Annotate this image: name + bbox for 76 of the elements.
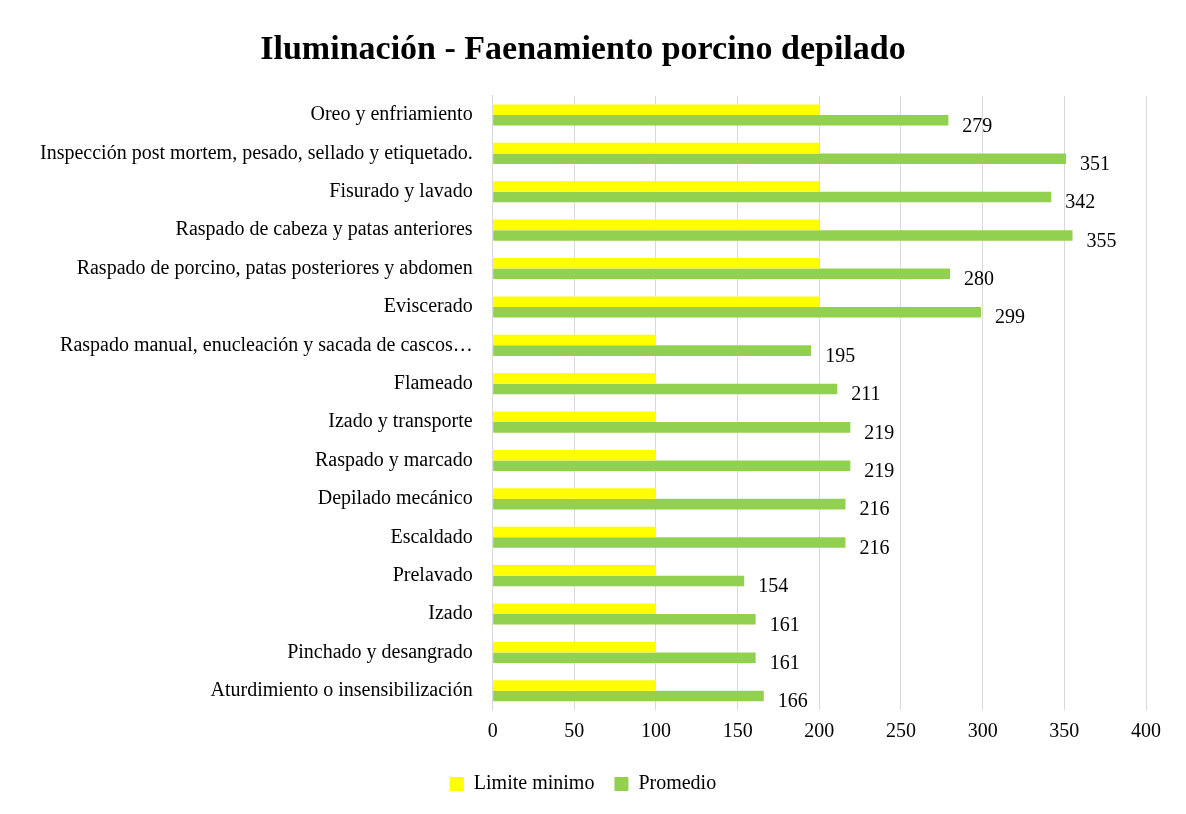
data-label: 161 — [769, 612, 800, 635]
x-tick-label: 100 — [641, 719, 671, 742]
bar — [493, 230, 1073, 241]
data-label: 342 — [1065, 190, 1096, 213]
bar — [493, 181, 820, 192]
data-label: 355 — [1086, 228, 1117, 251]
y-tick-label: Escaldado — [390, 524, 473, 547]
bar — [493, 652, 756, 663]
bar — [493, 603, 656, 615]
y-tick-label: Flameado — [393, 370, 473, 393]
y-tick-label: Raspado de cabeza y patas anteriores — [175, 217, 473, 241]
chart-title: Iluminación - Faenamiento porcino depilado — [260, 29, 906, 67]
y-tick-label: Raspado y marcado — [314, 447, 473, 471]
data-label: 166 — [777, 689, 808, 712]
bar — [493, 449, 656, 461]
y-tick-label: Oreo y enfriamiento — [310, 102, 473, 126]
y-tick-label: Izado — [428, 601, 473, 624]
data-label: 219 — [864, 420, 895, 443]
data-label: 216 — [859, 497, 890, 520]
data-label: 219 — [864, 459, 895, 482]
bar — [493, 104, 820, 115]
data-label: 299 — [995, 305, 1026, 328]
bar — [493, 537, 846, 548]
data-label: 216 — [859, 535, 890, 558]
y-tick-label: Eviscerado — [383, 294, 473, 317]
bar — [493, 641, 656, 653]
bar — [493, 296, 820, 307]
y-tick-label: Pinchado y desangrado — [287, 639, 473, 663]
bar — [493, 614, 756, 625]
bar — [493, 680, 656, 691]
x-tick-label: 350 — [1049, 719, 1080, 742]
y-tick-label: Fisurado y lavado — [329, 179, 473, 203]
bar — [493, 565, 656, 576]
bar — [493, 460, 851, 472]
x-tick-label: 200 — [804, 719, 835, 742]
x-tick-label: 50 — [564, 719, 585, 742]
bar — [493, 257, 820, 269]
bar — [493, 268, 950, 280]
data-label: 211 — [851, 382, 881, 405]
data-label: 351 — [1079, 151, 1110, 174]
bar — [493, 153, 1066, 164]
bar — [493, 334, 656, 346]
y-tick-label: Prelavado — [392, 562, 473, 585]
bar — [493, 114, 949, 126]
x-tick-label: 250 — [886, 719, 916, 742]
bar — [493, 345, 812, 356]
bar — [493, 422, 851, 433]
bar — [493, 191, 1052, 203]
bar — [493, 690, 764, 702]
legend-label: Promedio — [638, 771, 717, 794]
x-tick-label: 400 — [1131, 719, 1161, 742]
bar — [493, 306, 982, 318]
x-tick-label: 150 — [722, 719, 753, 742]
bar — [493, 575, 745, 587]
y-tick-label: Raspado manual, enucleación y sacada de cascos… — [60, 332, 473, 356]
bar — [493, 383, 838, 395]
x-tick-label: 300 — [967, 719, 998, 742]
data-label: 154 — [758, 574, 789, 597]
bar — [493, 498, 846, 510]
y-tick-label: Raspado de porcino, patas posteriores y abdomen — [76, 255, 473, 279]
bar — [493, 526, 656, 538]
bar — [493, 488, 656, 499]
y-tick-label: Depilado mecánico — [317, 486, 473, 510]
y-tick-label: Inspección post mortem, pesado, sellado y etiquetado. — [39, 140, 473, 164]
x-tick-label: 0 — [487, 719, 498, 742]
bar — [493, 219, 820, 231]
bar — [493, 142, 820, 154]
data-label: 280 — [964, 267, 994, 290]
y-tick-label: Izado y transporte — [328, 409, 473, 433]
data-label: 161 — [769, 650, 800, 673]
data-label: 195 — [825, 343, 856, 366]
y-tick-label: Aturdimiento o insensibilización — [210, 678, 473, 701]
bar — [493, 411, 656, 423]
bar — [493, 373, 656, 384]
data-label: 279 — [962, 113, 993, 136]
legend-label: Limite minimo — [473, 771, 595, 794]
